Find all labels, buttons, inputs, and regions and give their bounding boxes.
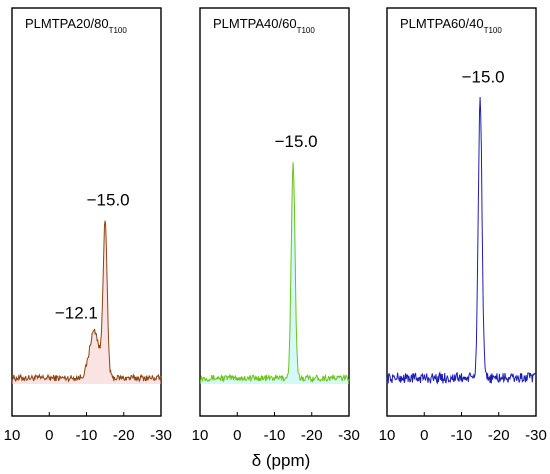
x-tick-label: -10 [451,427,473,444]
peak-label: −15.0 [87,190,130,209]
x-tick-label: -10 [264,427,286,444]
spectrum-line [386,96,537,385]
spectrum-fill [12,220,161,384]
x-tick-label: 10 [4,427,21,444]
x-tick-label: -20 [301,427,323,444]
peak-label: −15.0 [462,68,505,87]
panel-frame [11,7,162,417]
panel-2: PLMTPA40/60T100 −15.0 10 0 -10 -20 -30 [192,7,360,444]
panel-title: PLMTPA60/40T100 [400,16,502,35]
x-tick-label: 0 [45,427,53,444]
peak-label: −12.1 [55,304,98,323]
panel-title: PLMTPA20/80T100 [25,16,127,35]
spectrum-line [199,162,350,384]
panel-title-subscript: T100 [297,26,316,35]
panel-frame [199,7,350,417]
panel-title: PLMTPA40/60T100 [213,16,315,35]
panel-title-main: PLMTPA60/40 [400,16,484,31]
panel-title-subscript: T100 [109,26,128,35]
peak-label: −15.0 [275,132,318,151]
panel-title-main: PLMTPA20/80 [25,16,109,31]
x-tick-label: 10 [379,427,396,444]
x-tick-label: -10 [76,427,98,444]
x-axis-label: δ (ppm) [252,451,311,470]
panel-title-main: PLMTPA40/60 [213,16,297,31]
x-tick-label: -20 [488,427,510,444]
x-tick-label: -30 [525,427,547,444]
x-tick-label: -20 [113,427,135,444]
x-tick-label: 0 [420,427,428,444]
x-tick-label: 0 [233,427,241,444]
panel-title-subscript: T100 [484,26,503,35]
x-tick-label: 10 [192,427,209,444]
x-tick-label: -30 [150,427,172,444]
spectrum-line [11,220,162,383]
panel-1: PLMTPA20/80T100 −12.1 −15.0 10 0 -10 -20 -30 [4,7,172,444]
panels: PLMTPA20/80T100−12.1−15.010 0 -10 -20 -30PLM… [4,7,547,444]
x-tick-label: -30 [338,427,360,444]
spectrum-fill [200,162,349,384]
panel-3: PLMTPA60/40T100 −15.0 10 0 -10 -20 -30 [379,7,547,444]
